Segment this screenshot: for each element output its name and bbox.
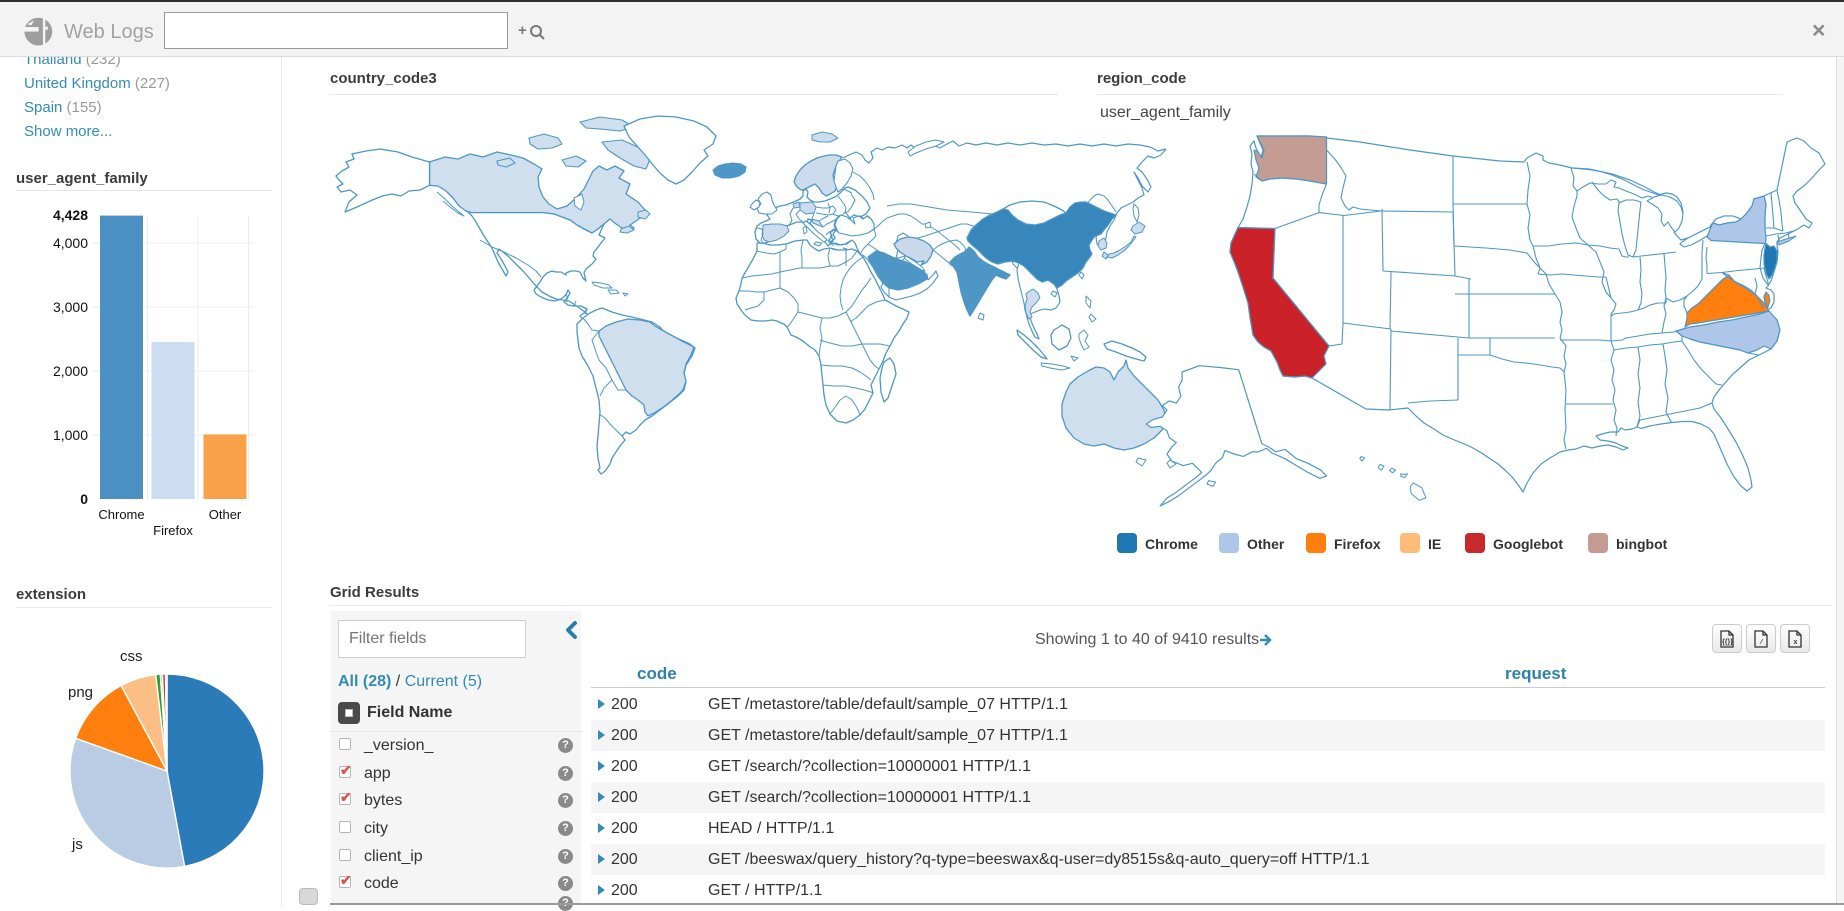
svg-text:Chrome: Chrome [98,507,144,522]
svg-text:4,000: 4,000 [53,235,88,251]
svg-text:2,000: 2,000 [53,363,88,379]
svg-text:3,000: 3,000 [53,299,88,315]
svg-text:4,428: 4,428 [53,207,88,223]
svg-text:Other: Other [209,507,242,522]
svg-text:1,000: 1,000 [53,427,88,443]
svg-text:{{}}: {{}} [1722,639,1733,646]
svg-text:Firefox: Firefox [153,523,193,538]
svg-text:0: 0 [80,491,88,507]
svg-text:⁄: ⁄ [1759,639,1764,646]
svg-text:x: x [1794,639,1798,646]
